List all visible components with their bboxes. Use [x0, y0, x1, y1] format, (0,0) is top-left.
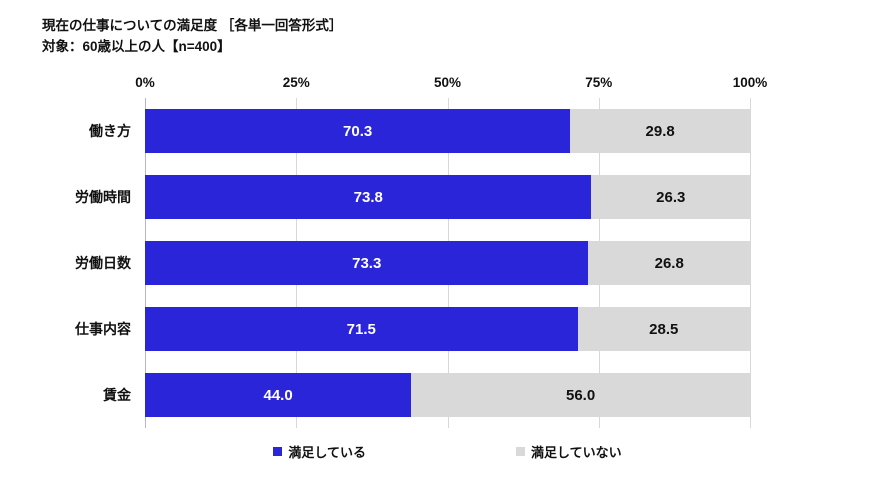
- legend-item-satisfied: 満足している: [273, 442, 366, 461]
- bar-value-satisfied: 71.5: [346, 320, 376, 338]
- x-tick-100: 100%: [732, 75, 768, 90]
- legend-swatch-satisfied-icon: [273, 447, 283, 456]
- bar-segment-satisfied: 73.3: [145, 241, 589, 285]
- bar-track: 71.5 28.5: [145, 307, 750, 351]
- bar-value-satisfied: 73.8: [353, 188, 383, 206]
- category-label: 賃金: [103, 387, 131, 403]
- chart-title: 現在の仕事についての満足度 ［各単一回答形式］: [42, 18, 343, 33]
- category-label: 労働時間: [75, 189, 131, 205]
- legend-label-satisfied: 満足している: [288, 445, 366, 460]
- bar-row: 働き方 70.3 29.8: [42, 98, 750, 164]
- bar-value-unsatisfied: 26.8: [654, 254, 684, 272]
- x-tick-50: 50%: [433, 75, 462, 90]
- legend-swatch-unsatisfied-icon: [516, 447, 525, 456]
- bar-segment-unsatisfied: 56.0: [411, 373, 750, 417]
- bar-value-unsatisfied: 29.8: [645, 122, 675, 140]
- bar-row: 労働日数 73.3 26.8: [42, 230, 750, 296]
- chart-subtitle: 対象：60歳以上の人【n=400】: [42, 39, 231, 54]
- legend-label-unsatisfied: 満足していない: [531, 445, 622, 460]
- bar-track: 73.8 26.3: [145, 175, 750, 219]
- bar-segment-unsatisfied: 26.3: [591, 175, 750, 219]
- x-axis: 0% 25% 50% 75% 100%: [135, 74, 767, 98]
- bar-segment-unsatisfied: 26.8: [588, 241, 750, 285]
- bar-segment-satisfied: 73.8: [145, 175, 592, 219]
- bar-chart: 0% 25% 50% 75% 100% 働き方 70.3 29.8 労働時間 7…: [42, 74, 767, 428]
- bar-rows: 働き方 70.3 29.8 労働時間 73.8 26.3 労働日数 73.3 2…: [42, 98, 750, 428]
- x-tick-25: 25%: [282, 75, 310, 90]
- bar-value-unsatisfied: 28.5: [649, 320, 679, 338]
- bar-value-unsatisfied: 56.0: [565, 386, 596, 404]
- category-label: 働き方: [89, 123, 131, 139]
- bar-value-satisfied: 73.3: [352, 254, 382, 272]
- category-label: 労働日数: [75, 255, 131, 271]
- title-block: 現在の仕事についての満足度 ［各単一回答形式］ 対象：60歳以上の人【n=400…: [42, 15, 342, 57]
- x-tick-75: 75%: [585, 75, 613, 90]
- legend-item-unsatisfied: 満足していない: [516, 442, 622, 461]
- bar-row: 労働時間 73.8 26.3: [42, 164, 750, 230]
- bar-value-satisfied: 44.0: [263, 386, 293, 404]
- bar-value-unsatisfied: 26.3: [656, 188, 686, 206]
- bar-segment-satisfied: 71.5: [145, 307, 578, 351]
- x-tick-0: 0%: [135, 75, 155, 90]
- bar-track: 73.3 26.8: [145, 241, 750, 285]
- bar-value-satisfied: 70.3: [343, 122, 373, 140]
- category-label: 仕事内容: [75, 321, 131, 337]
- bar-row: 仕事内容 71.5 28.5: [42, 296, 750, 362]
- bar-segment-unsatisfied: 28.5: [577, 307, 750, 351]
- bar-segment-satisfied: 70.3: [145, 109, 571, 153]
- bar-track: 44.0 56.0: [145, 373, 750, 417]
- bar-track: 70.3 29.8: [145, 109, 750, 153]
- bar-segment-unsatisfied: 29.8: [570, 109, 750, 153]
- legend: 満足している 満足していない: [145, 442, 750, 461]
- bar-row: 賃金 44.0 56.0: [42, 362, 750, 428]
- gridline-100: [750, 98, 751, 428]
- bar-segment-satisfied: 44.0: [145, 373, 412, 417]
